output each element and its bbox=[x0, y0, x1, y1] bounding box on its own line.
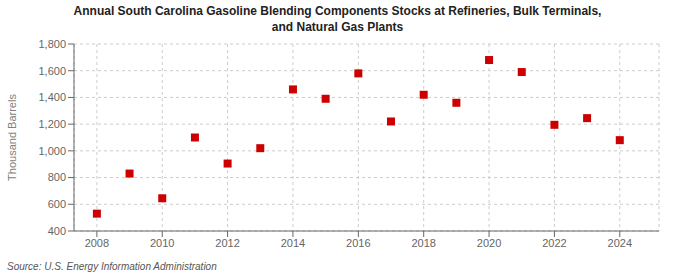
svg-text:400: 400 bbox=[48, 225, 66, 237]
svg-text:2016: 2016 bbox=[346, 237, 370, 249]
svg-text:800: 800 bbox=[48, 171, 66, 183]
svg-text:2022: 2022 bbox=[542, 237, 566, 249]
svg-text:600: 600 bbox=[48, 198, 66, 210]
svg-text:1,400: 1,400 bbox=[38, 91, 66, 103]
svg-text:2018: 2018 bbox=[411, 237, 435, 249]
svg-text:1,600: 1,600 bbox=[38, 65, 66, 77]
svg-text:2014: 2014 bbox=[281, 237, 305, 249]
svg-text:1,800: 1,800 bbox=[38, 38, 66, 50]
html-text:Source: U.S. Energy Informatio: Source: U.S. Energy Information Administ… bbox=[7, 261, 217, 272]
svg-text:1,200: 1,200 bbox=[38, 118, 66, 130]
svg-text:Thousand Barrels: Thousand Barrels bbox=[8, 94, 18, 181]
svg-text:2024: 2024 bbox=[608, 237, 632, 249]
svg-text:2010: 2010 bbox=[150, 237, 174, 249]
svg-text:2008: 2008 bbox=[85, 237, 109, 249]
html-text:Annual South Carolina Gasoline: Annual South Carolina Gasoline Blending … bbox=[73, 4, 602, 34]
svg-text:1,000: 1,000 bbox=[38, 145, 66, 157]
svg-text:2020: 2020 bbox=[477, 237, 501, 249]
svg-text:2012: 2012 bbox=[215, 237, 239, 249]
